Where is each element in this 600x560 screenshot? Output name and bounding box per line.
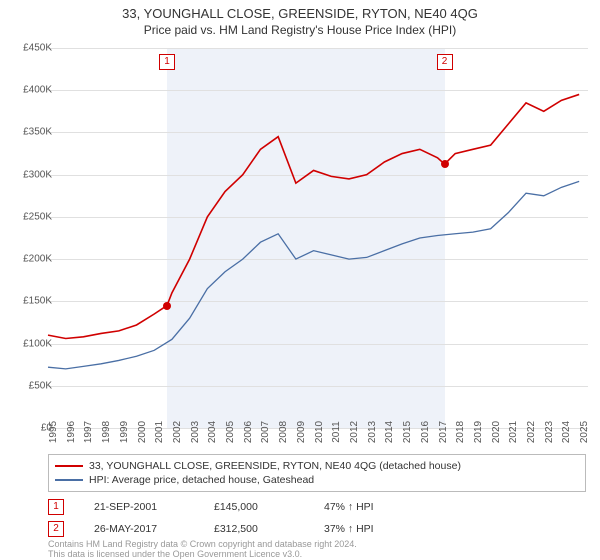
x-axis-label: 1997 [83,421,94,443]
x-axis-label: 2008 [278,421,289,443]
y-axis-label: £150K [23,296,52,307]
y-axis-label: £50K [29,380,52,391]
marker-dot [441,160,449,168]
chart-subtitle: Price paid vs. HM Land Registry's House … [0,21,600,41]
marker-badge: 2 [48,521,64,537]
x-axis-label: 1996 [66,421,77,443]
x-axis-label: 2009 [296,421,307,443]
x-axis-label: 2015 [402,421,413,443]
series-line [48,94,579,338]
x-axis-label: 2018 [455,421,466,443]
x-axis-label: 1995 [48,421,59,443]
x-axis-label: 2022 [526,421,537,443]
x-axis-label: 2004 [207,421,218,443]
y-axis-label: £100K [23,338,52,349]
transaction-price: £312,500 [214,523,294,535]
series-line [48,181,579,368]
legend-item: HPI: Average price, detached house, Gate… [55,473,579,487]
chart-container: 33, YOUNGHALL CLOSE, GREENSIDE, RYTON, N… [0,0,600,560]
legend: 33, YOUNGHALL CLOSE, GREENSIDE, RYTON, N… [48,454,586,492]
transaction-date: 26-MAY-2017 [94,523,184,535]
legend-label: 33, YOUNGHALL CLOSE, GREENSIDE, RYTON, N… [89,460,461,472]
transaction-pct: 47% ↑ HPI [324,501,374,513]
x-axis-label: 2001 [154,421,165,443]
x-axis-label: 2002 [172,421,183,443]
x-axis-label: 2010 [314,421,325,443]
legend-item: 33, YOUNGHALL CLOSE, GREENSIDE, RYTON, N… [55,459,579,473]
x-axis-label: 2007 [260,421,271,443]
transaction-pct: 37% ↑ HPI [324,523,374,535]
x-axis-label: 1999 [119,421,130,443]
marker-badge: 1 [159,54,175,70]
x-axis-label: 2019 [473,421,484,443]
x-axis-label: 2014 [384,421,395,443]
chart-lines [48,48,588,428]
y-axis-label: £250K [23,211,52,222]
transactions-table: 1 21-SEP-2001 £145,000 47% ↑ HPI 2 26-MA… [48,496,374,540]
transaction-price: £145,000 [214,501,294,513]
x-axis-label: 2017 [438,421,449,443]
y-axis-label: £350K [23,127,52,138]
footer-line: This data is licensed under the Open Gov… [48,550,357,560]
x-axis-label: 2016 [420,421,431,443]
x-axis-label: 2020 [491,421,502,443]
x-axis-label: 2000 [137,421,148,443]
y-axis-label: £300K [23,169,52,180]
x-axis-label: 2011 [331,421,342,443]
x-axis-label: 2005 [225,421,236,443]
chart-plot-area: 12 [48,48,588,428]
y-axis-label: £200K [23,254,52,265]
x-axis-label: 2025 [579,421,590,443]
x-axis-label: 2021 [508,421,519,443]
x-axis-label: 2006 [243,421,254,443]
x-axis-label: 2013 [367,421,378,443]
x-axis-label: 2024 [561,421,572,443]
marker-dot [163,302,171,310]
legend-label: HPI: Average price, detached house, Gate… [89,474,314,486]
y-axis-label: £450K [23,43,52,54]
marker-badge: 1 [48,499,64,515]
legend-swatch [55,479,83,481]
footer-attribution: Contains HM Land Registry data © Crown c… [48,540,357,560]
x-axis-label: 1998 [101,421,112,443]
chart-title: 33, YOUNGHALL CLOSE, GREENSIDE, RYTON, N… [0,0,600,21]
transaction-date: 21-SEP-2001 [94,501,184,513]
y-axis-label: £400K [23,85,52,96]
marker-badge: 2 [437,54,453,70]
table-row: 2 26-MAY-2017 £312,500 37% ↑ HPI [48,518,374,540]
x-axis-label: 2003 [190,421,201,443]
x-axis-label: 2012 [349,421,360,443]
x-axis-label: 2023 [544,421,555,443]
legend-swatch [55,465,83,467]
table-row: 1 21-SEP-2001 £145,000 47% ↑ HPI [48,496,374,518]
